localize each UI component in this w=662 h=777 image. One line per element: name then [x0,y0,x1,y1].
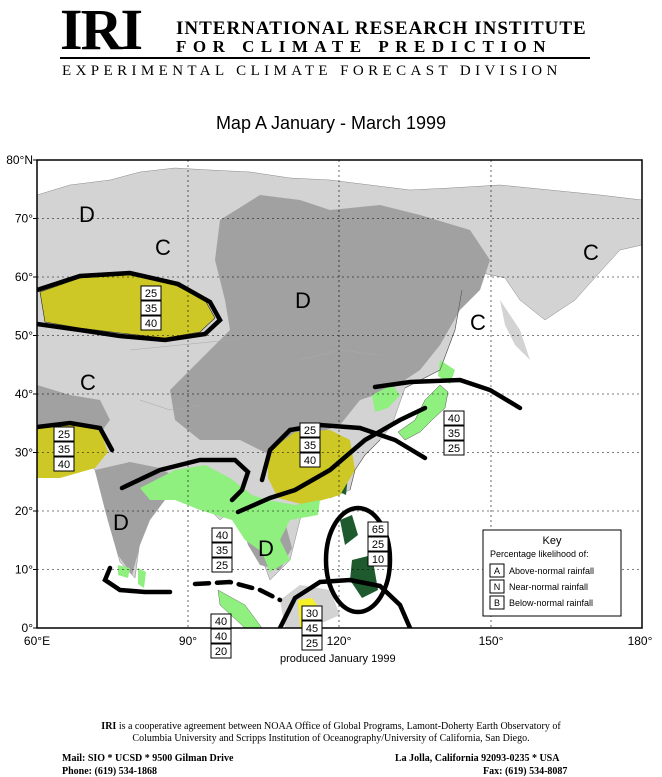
footer-statement: IRI is a cooperative agreement between N… [0,721,662,745]
probability-below: 25 [306,638,318,650]
fax-number: Fax: (619) 534-8087 [483,766,568,777]
lon-label: 180° [628,634,653,648]
probability-near: 40 [215,631,227,643]
lat-label: 10° [15,563,33,577]
forecast-box-indochina: 40 35 25 [211,527,233,573]
probability-near: 35 [145,303,157,315]
lat-label: 60° [15,270,33,284]
header-divider [60,57,590,59]
green-zone-northeast-china [372,385,400,412]
produced-date: produced January 1999 [280,653,396,665]
key-label: Near-normal rainfall [509,582,588,592]
key-title: Key [543,535,562,547]
footer-iri: IRI [101,721,117,732]
dry-zone-central-asia [170,195,490,455]
land-japan [397,384,449,441]
lon-label: 90° [179,634,197,648]
land-philippines [340,515,378,598]
key-label: Above-normal rainfall [509,566,594,576]
forecast-box-borneo: 30 45 25 [301,605,323,651]
institute-name-line2: FOR CLIMATE PREDICTION [176,37,552,56]
forecast-box-pakistan: 25 35 40 [53,426,75,472]
probability-below: 20 [215,646,227,658]
probability-below: 40 [304,455,316,467]
land-sri-lanka [138,568,146,588]
probability-near: 45 [306,623,318,635]
region-label: D [79,202,95,227]
city-address: La Jolla, California 92093-0235 * USA [395,753,560,764]
probability-above: 40 [215,616,227,628]
footer-line1: is a cooperative agreement between NOAA … [116,721,561,732]
map-key: Key Percentage likelihood of: A Above-no… [482,529,622,617]
lat-label: 40° [15,387,33,401]
region-label: D [258,536,274,561]
division-name: EXPERIMENTAL CLIMATE FORECAST DIVISION [62,63,562,79]
lon-label: 120° [327,634,352,648]
probability-below: 25 [448,443,460,455]
region-label: C [470,310,486,335]
key-letter: A [494,566,500,576]
region-label: C [80,370,96,395]
land-hokkaido [438,360,455,384]
green-zone-southeast-asia [140,465,320,572]
map-title: Map A January - March 1999 [215,113,447,133]
forecast-box-siberia: 25 35 40 [140,285,162,331]
probability-above: 25 [145,288,157,300]
lat-label: 80°N [6,153,33,167]
probability-above: 25 [58,429,70,441]
lat-label: 0° [22,621,34,635]
iri-logo: IRI [60,0,143,62]
lon-label: 150° [479,634,504,648]
probability-below: 40 [145,318,157,330]
lat-label: 30° [15,446,33,460]
lat-label: 50° [15,329,33,343]
probability-above: 30 [306,608,318,620]
lat-label: 70° [15,212,33,226]
green-zone-south-india [118,565,130,578]
key-subtitle: Percentage likelihood of: [490,549,589,559]
probability-below: 25 [216,560,228,572]
institute-name-line1: INTERNATIONAL RESEARCH INSTITUTE [176,18,587,39]
probability-above: 65 [372,524,384,536]
forecast-box-japan: 40 35 25 [443,410,465,456]
key-letter: N [494,582,501,592]
probability-near: 35 [58,444,70,456]
region-label: C [155,235,171,260]
probability-near: 35 [216,545,228,557]
probability-near: 35 [448,428,460,440]
forecast-box-south-china: 25 35 40 [299,422,321,468]
forecast-box-philippines: 65 25 10 [367,521,389,567]
lat-label: 20° [15,504,33,518]
probability-below: 40 [58,459,70,471]
probability-near: 35 [304,440,316,452]
land-kamchatka [500,300,530,360]
forecast-box-sumatra: 40 40 20 [210,613,232,659]
probability-below: 10 [372,554,384,566]
key-label: Below-normal rainfall [509,598,593,608]
forecast-map: 80°N 70° 60° 50° 40° 30° 20° 10° 0° 60°E… [6,153,653,659]
probability-above: 25 [304,425,316,437]
region-label: D [295,288,311,313]
lon-label: 60°E [24,634,50,648]
region-label: D [113,510,129,535]
probability-above: 40 [216,530,228,542]
land-sumatra [217,589,263,628]
probability-above: 40 [448,413,460,425]
phone-number: Phone: (619) 534-1868 [62,766,157,777]
key-letter: B [494,598,500,608]
probability-near: 25 [372,539,384,551]
region-label: C [583,240,599,265]
footer-line2: Columbia University and Scripps Institut… [132,733,530,744]
mail-address: Mail: SIO * UCSD * 9500 Gilman Drive [62,753,234,764]
